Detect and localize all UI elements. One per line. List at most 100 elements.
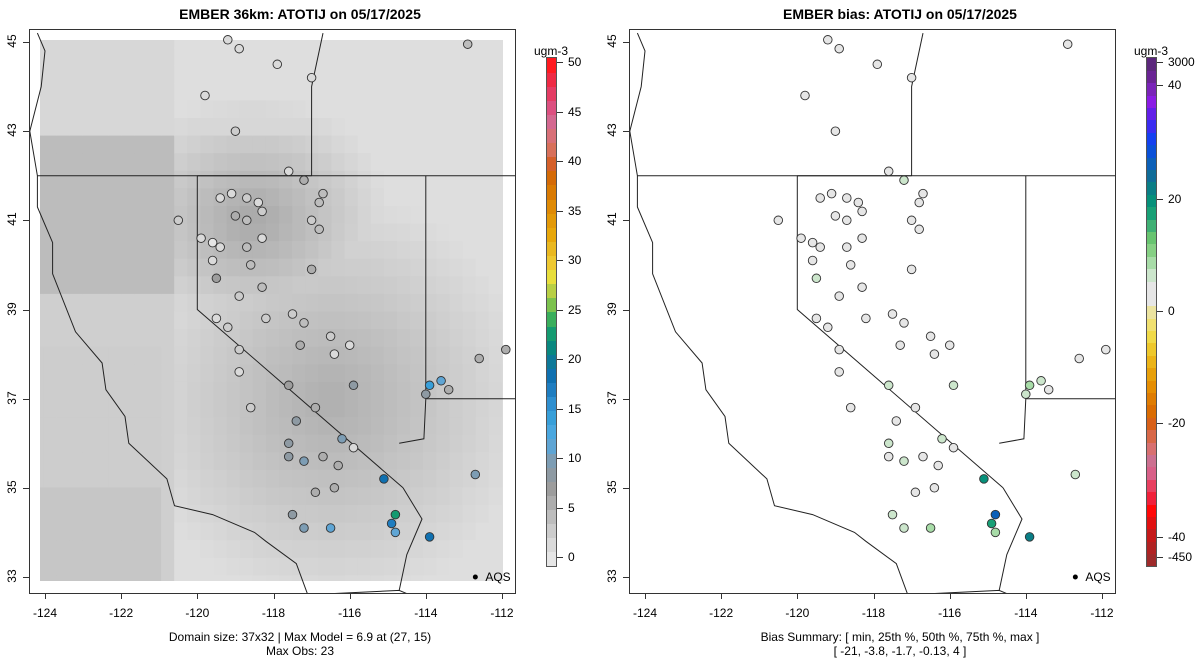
model-grid-cell — [56, 82, 70, 101]
model-grid-cell — [423, 153, 437, 172]
model-grid-cell — [318, 241, 333, 260]
model-grid-cell — [108, 188, 123, 207]
model-grid-cell — [383, 188, 398, 207]
model-grid-cell — [69, 487, 83, 506]
bias-site-marker — [887, 509, 898, 520]
colorbar-segment — [547, 269, 556, 285]
model-grid-cell — [370, 381, 385, 401]
model-grid-cell — [134, 82, 149, 101]
colorbar-segment — [547, 354, 556, 369]
model-grid-cell — [305, 276, 319, 295]
model-grid-cell — [423, 276, 437, 295]
model-grid-cell — [69, 469, 83, 488]
model-grid-cell — [357, 399, 372, 418]
model-grid-cell — [423, 434, 437, 453]
model-grid-cell — [449, 135, 464, 154]
model-grid-cell — [213, 258, 228, 277]
model-grid-cell — [410, 452, 424, 471]
model-grid-cell — [462, 452, 477, 471]
model-grid-cell — [488, 452, 503, 471]
model-grid-cell — [449, 364, 464, 383]
model-grid-cell — [305, 346, 319, 365]
model-grid-cell — [226, 276, 241, 295]
model-grid-cell — [200, 47, 215, 66]
model-grid-cell — [265, 82, 280, 101]
colorbar-tick-label: 0 — [568, 550, 575, 565]
state-border — [998, 487, 1023, 591]
model-grid-cell — [318, 399, 333, 418]
obs-site-marker — [272, 59, 283, 70]
obs-site-marker — [211, 313, 222, 324]
model-grid-cell — [134, 293, 149, 313]
model-grid-cell — [213, 223, 228, 242]
model-grid-cell — [95, 364, 110, 383]
model-grid-cell — [265, 258, 280, 277]
obs-site-marker — [306, 72, 317, 83]
model-grid-cell — [121, 557, 136, 576]
model-grid-cell — [43, 452, 57, 471]
model-grid-cell — [121, 258, 136, 277]
model-grid-cell — [200, 505, 215, 524]
model-grid-cell — [488, 223, 503, 242]
model-grid-cell — [43, 399, 57, 418]
model-grid-cell — [488, 540, 503, 559]
model-grid-cell — [488, 135, 503, 154]
model-grid-cell — [331, 205, 346, 225]
model-grid-cell — [370, 241, 385, 260]
colorbar-tick-label: 25 — [568, 302, 582, 317]
model-grid-cell — [108, 329, 123, 348]
model-grid-cell — [370, 311, 385, 330]
model-grid-cell — [187, 47, 201, 66]
bias-map-svg: AQS — [630, 32, 1115, 593]
model-grid-cell — [305, 135, 319, 154]
model-grid-cell — [108, 47, 123, 66]
model-grid-cell — [318, 47, 333, 66]
model-grid-cell — [265, 100, 280, 119]
model-grid-cell — [357, 153, 372, 172]
state-border — [196, 175, 404, 489]
model-grid-cell — [213, 100, 228, 119]
model-grid-cell — [462, 293, 477, 313]
model-grid-cell — [265, 241, 280, 260]
model-grid-cell — [69, 417, 83, 436]
model-grid-cell — [410, 557, 424, 576]
colorbar-segment — [547, 396, 556, 412]
left-panel-title: EMBER 36km: ATOTIJ on 05/17/2025 — [179, 6, 421, 22]
bias-site-marker — [899, 456, 909, 466]
model-grid-cell — [383, 364, 398, 383]
model-grid-cell — [331, 557, 346, 576]
model-grid-cell — [475, 381, 490, 401]
colorbar-tick — [1157, 62, 1163, 64]
colorbar-segment — [1147, 206, 1156, 220]
colorbar-segment — [1147, 293, 1156, 307]
model-grid-cell — [383, 381, 398, 401]
model-grid-cell — [69, 241, 83, 260]
model-grid-cell — [462, 153, 477, 172]
model-grid-cell — [265, 346, 280, 365]
model-grid-cell — [174, 346, 188, 365]
model-grid-cell — [344, 241, 359, 260]
model-grid-cell — [449, 417, 464, 436]
model-grid-cell — [161, 47, 175, 66]
y-axis-tick-label: 35 — [605, 480, 619, 494]
model-grid-cell — [423, 417, 437, 436]
obs-site-marker — [462, 39, 473, 49]
model-grid-cell — [69, 276, 83, 295]
model-grid-cell — [148, 47, 162, 66]
model-grid-cell — [174, 311, 188, 330]
model-grid-cell — [134, 276, 149, 295]
model-grid-cell — [488, 170, 503, 189]
colorbar-tick — [557, 260, 563, 262]
obs-site-marker — [245, 402, 256, 413]
bias-site-marker — [1024, 380, 1035, 391]
model-grid-cell — [305, 540, 319, 559]
y-axis-tick — [623, 220, 629, 222]
model-grid-cell — [134, 505, 149, 524]
model-grid-cell — [121, 223, 136, 242]
model-grid-cell — [56, 258, 70, 277]
colorbar-tick — [557, 111, 563, 113]
model-grid-cell — [43, 364, 57, 383]
colorbar-segment — [547, 297, 556, 313]
model-grid-cell — [292, 469, 306, 488]
obs-site-marker — [299, 318, 309, 328]
